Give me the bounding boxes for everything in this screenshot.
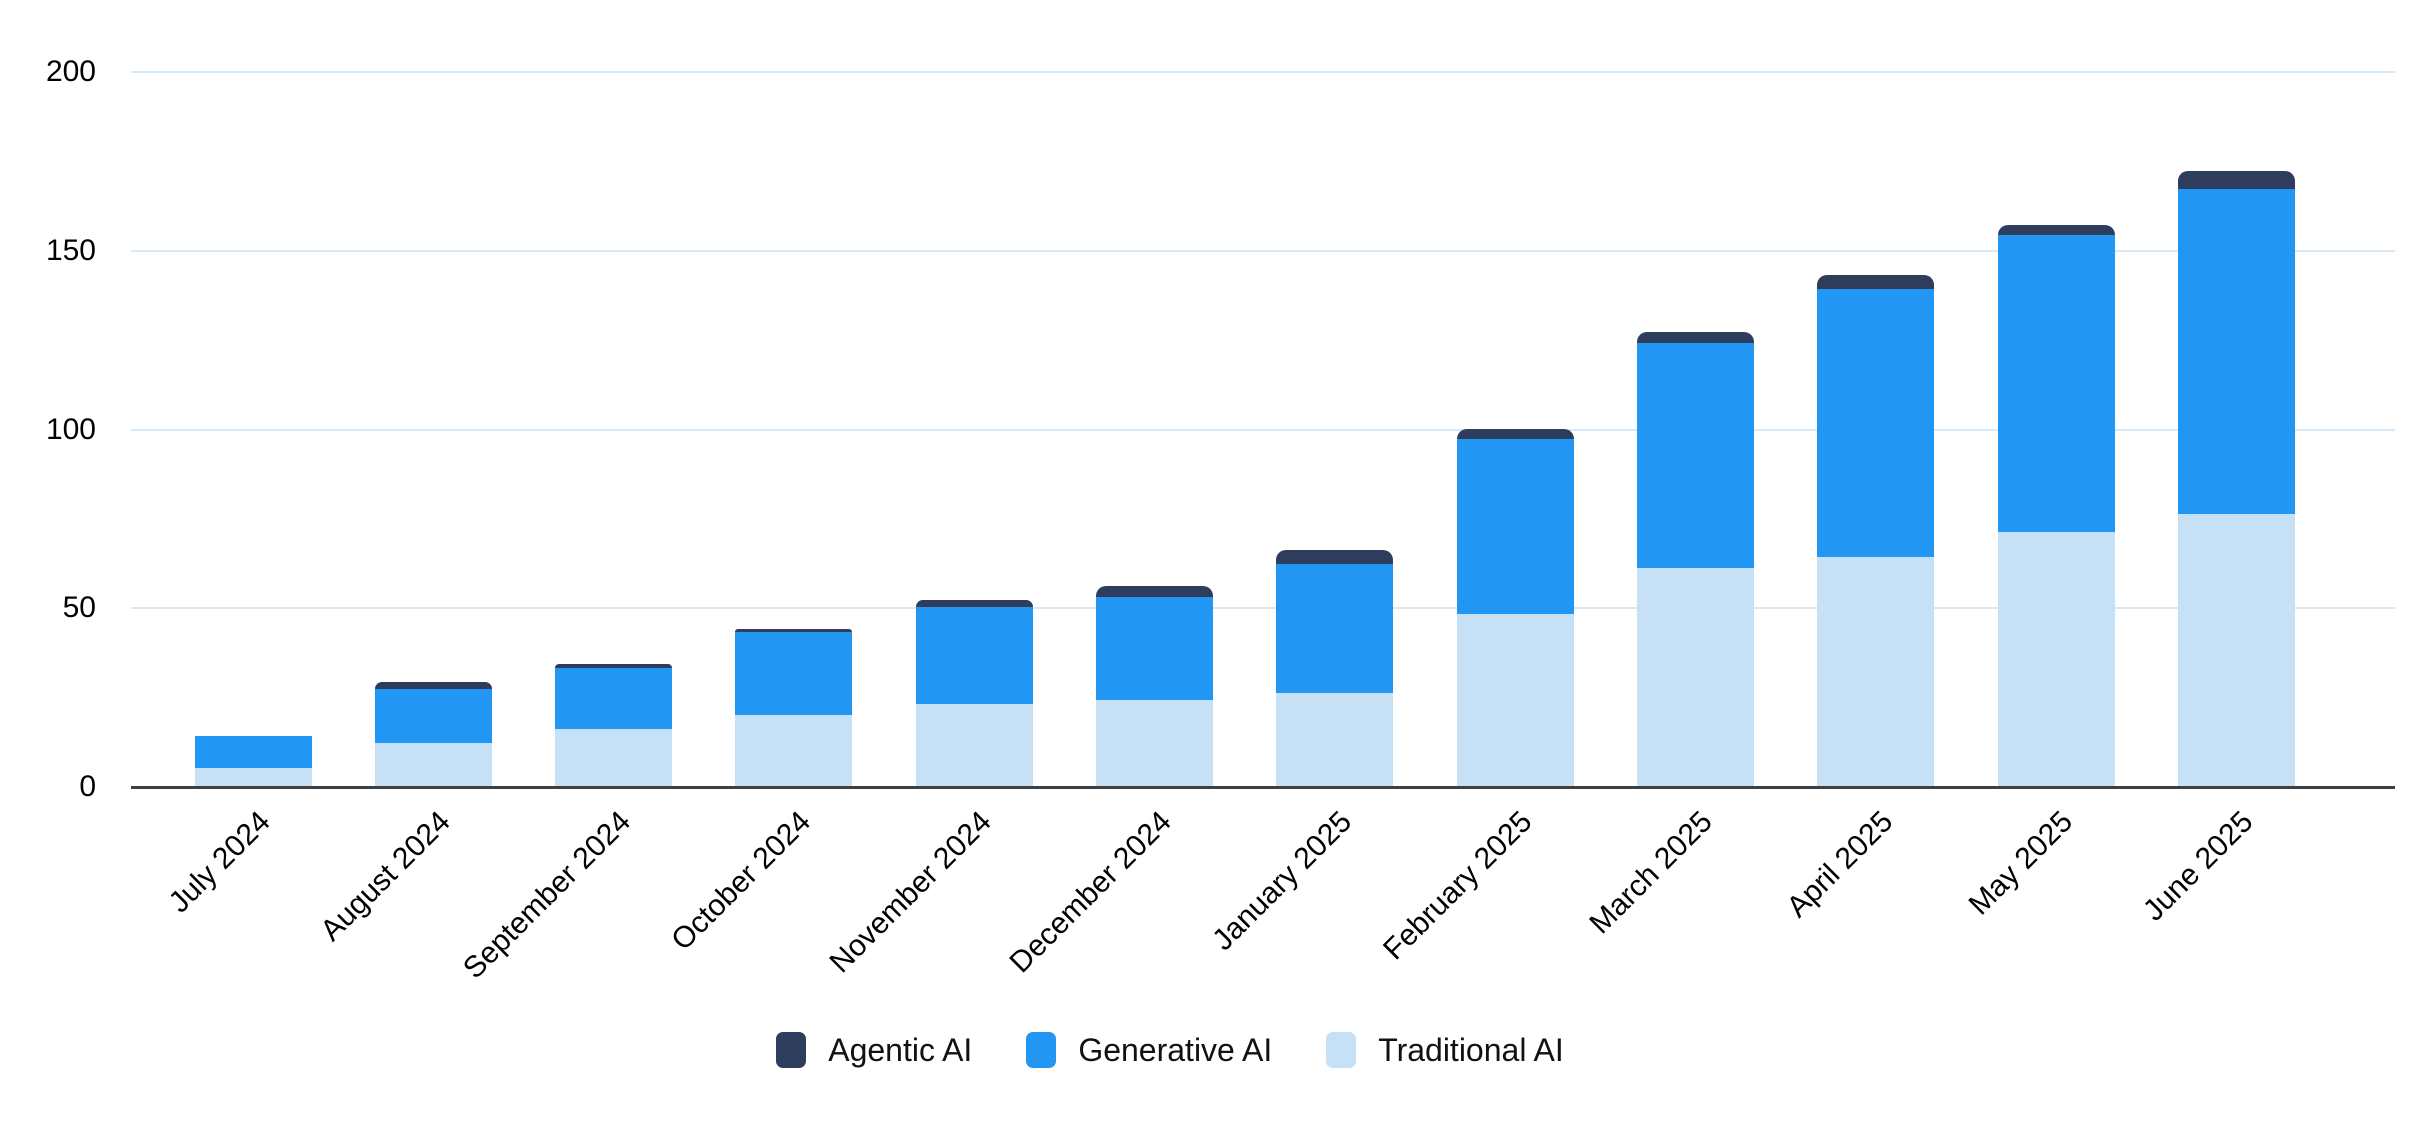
bar-segment-traditional-ai[interactable]: [1997, 532, 2115, 786]
bar-segment-generative-ai[interactable]: [194, 735, 312, 769]
y-axis-tick-label-200: 200: [45, 55, 96, 88]
y-axis-tick-label-150: 150: [45, 233, 96, 267]
legend: Agentic AI Generative AI Traditional AI: [0, 1026, 2340, 1074]
bar-segment-traditional-ai[interactable]: [1456, 614, 1574, 786]
bar-september-2024[interactable]: [555, 664, 673, 786]
x-axis-line: [131, 786, 2395, 789]
legend-swatch-agentic-ai: [776, 1032, 807, 1068]
bar-segment-traditional-ai[interactable]: [555, 728, 673, 786]
bar-segment-generative-ai[interactable]: [1276, 564, 1394, 694]
bar-segment-agentic-ai[interactable]: [1997, 224, 2115, 236]
legend-item-generative-ai[interactable]: Generative AI: [1026, 1032, 1272, 1068]
gridline-50: [131, 607, 2395, 610]
bar-march-2025[interactable]: [1637, 332, 1755, 786]
bar-june-2025[interactable]: [2178, 171, 2296, 786]
x-axis-label-august-2024: August 2024: [314, 805, 457, 948]
bar-segment-traditional-ai[interactable]: [1817, 557, 1935, 786]
bar-july-2024[interactable]: [194, 735, 312, 786]
bar-segment-agentic-ai[interactable]: [1637, 332, 1755, 343]
x-axis-label-february-2025: February 2025: [1377, 805, 1539, 967]
x-axis-label-september-2024: September 2024: [456, 805, 637, 986]
bar-segment-traditional-ai[interactable]: [1637, 567, 1755, 786]
bar-segment-traditional-ai[interactable]: [2178, 514, 2296, 786]
bar-segment-agentic-ai[interactable]: [2178, 171, 2296, 189]
bar-january-2025[interactable]: [1276, 550, 1394, 786]
bar-february-2025[interactable]: [1456, 428, 1574, 786]
bar-segment-agentic-ai[interactable]: [1276, 550, 1394, 565]
legend-swatch-generative-ai: [1026, 1032, 1057, 1068]
bar-segment-generative-ai[interactable]: [1456, 439, 1574, 615]
bar-segment-generative-ai[interactable]: [1637, 342, 1755, 568]
bar-segment-agentic-ai[interactable]: [1456, 428, 1574, 440]
bar-segment-generative-ai[interactable]: [1096, 596, 1214, 701]
x-axis-label-april-2025: April 2025: [1780, 805, 1900, 924]
y-axis-tick-label-100: 100: [45, 412, 96, 446]
bar-november-2024[interactable]: [915, 600, 1033, 786]
legend-item-agentic-ai[interactable]: Agentic AI: [776, 1032, 972, 1068]
legend-label-agentic-ai: Agentic AI: [828, 1032, 973, 1068]
bar-segment-agentic-ai[interactable]: [374, 682, 492, 690]
bar-segment-traditional-ai[interactable]: [374, 743, 492, 786]
bar-segment-agentic-ai[interactable]: [915, 600, 1033, 608]
x-axis-label-june-2025: June 2025: [2137, 805, 2260, 928]
legend-label-traditional-ai: Traditional AI: [1378, 1032, 1564, 1068]
bar-segment-traditional-ai[interactable]: [1276, 693, 1394, 786]
x-axis-label-october-2024: October 2024: [665, 805, 818, 957]
bar-august-2024[interactable]: [374, 682, 492, 786]
bar-october-2024[interactable]: [735, 628, 853, 786]
bar-segment-traditional-ai[interactable]: [915, 703, 1033, 786]
x-axis-label-january-2025: January 2025: [1206, 805, 1359, 957]
bar-segment-generative-ai[interactable]: [555, 668, 673, 729]
bar-segment-generative-ai[interactable]: [1997, 235, 2115, 533]
y-axis-tick-label-50: 50: [62, 591, 96, 625]
bar-segment-traditional-ai[interactable]: [735, 714, 853, 786]
bar-segment-generative-ai[interactable]: [915, 607, 1033, 704]
x-axis-label-november-2024: November 2024: [823, 805, 998, 980]
gridline-200: [131, 71, 2395, 73]
bar-segment-generative-ai[interactable]: [374, 689, 492, 744]
bar-december-2024[interactable]: [1096, 585, 1214, 786]
bar-april-2025[interactable]: [1817, 274, 1935, 786]
x-axis-label-july-2024: July 2024: [162, 805, 277, 920]
gridline-100: [131, 428, 2395, 431]
bar-segment-agentic-ai[interactable]: [1096, 585, 1214, 597]
bar-segment-agentic-ai[interactable]: [735, 628, 853, 633]
legend-swatch-traditional-ai: [1326, 1032, 1357, 1068]
y-axis-tick-label-0: 0: [79, 770, 96, 803]
legend-item-traditional-ai[interactable]: Traditional AI: [1326, 1032, 1564, 1068]
bar-may-2025[interactable]: [1997, 224, 2115, 786]
x-axis-label-march-2025: March 2025: [1583, 805, 1719, 941]
bar-segment-generative-ai[interactable]: [735, 632, 853, 715]
x-axis-label-may-2025: May 2025: [1963, 805, 2080, 922]
legend-label-generative-ai: Generative AI: [1078, 1032, 1273, 1068]
plot-area: 0 50 100 150 200 July 2024 August 2024 Septembe…: [46, 57, 2395, 985]
bar-segment-generative-ai[interactable]: [1817, 289, 1935, 558]
x-axis-label-december-2024: December 2024: [1003, 805, 1178, 980]
bar-segment-agentic-ai[interactable]: [555, 664, 673, 669]
bar-segment-traditional-ai[interactable]: [194, 768, 312, 786]
bar-segment-traditional-ai[interactable]: [1096, 700, 1214, 786]
gridline-150: [131, 249, 2395, 252]
bar-segment-generative-ai[interactable]: [2178, 189, 2296, 515]
bar-segment-agentic-ai[interactable]: [1817, 274, 1935, 290]
